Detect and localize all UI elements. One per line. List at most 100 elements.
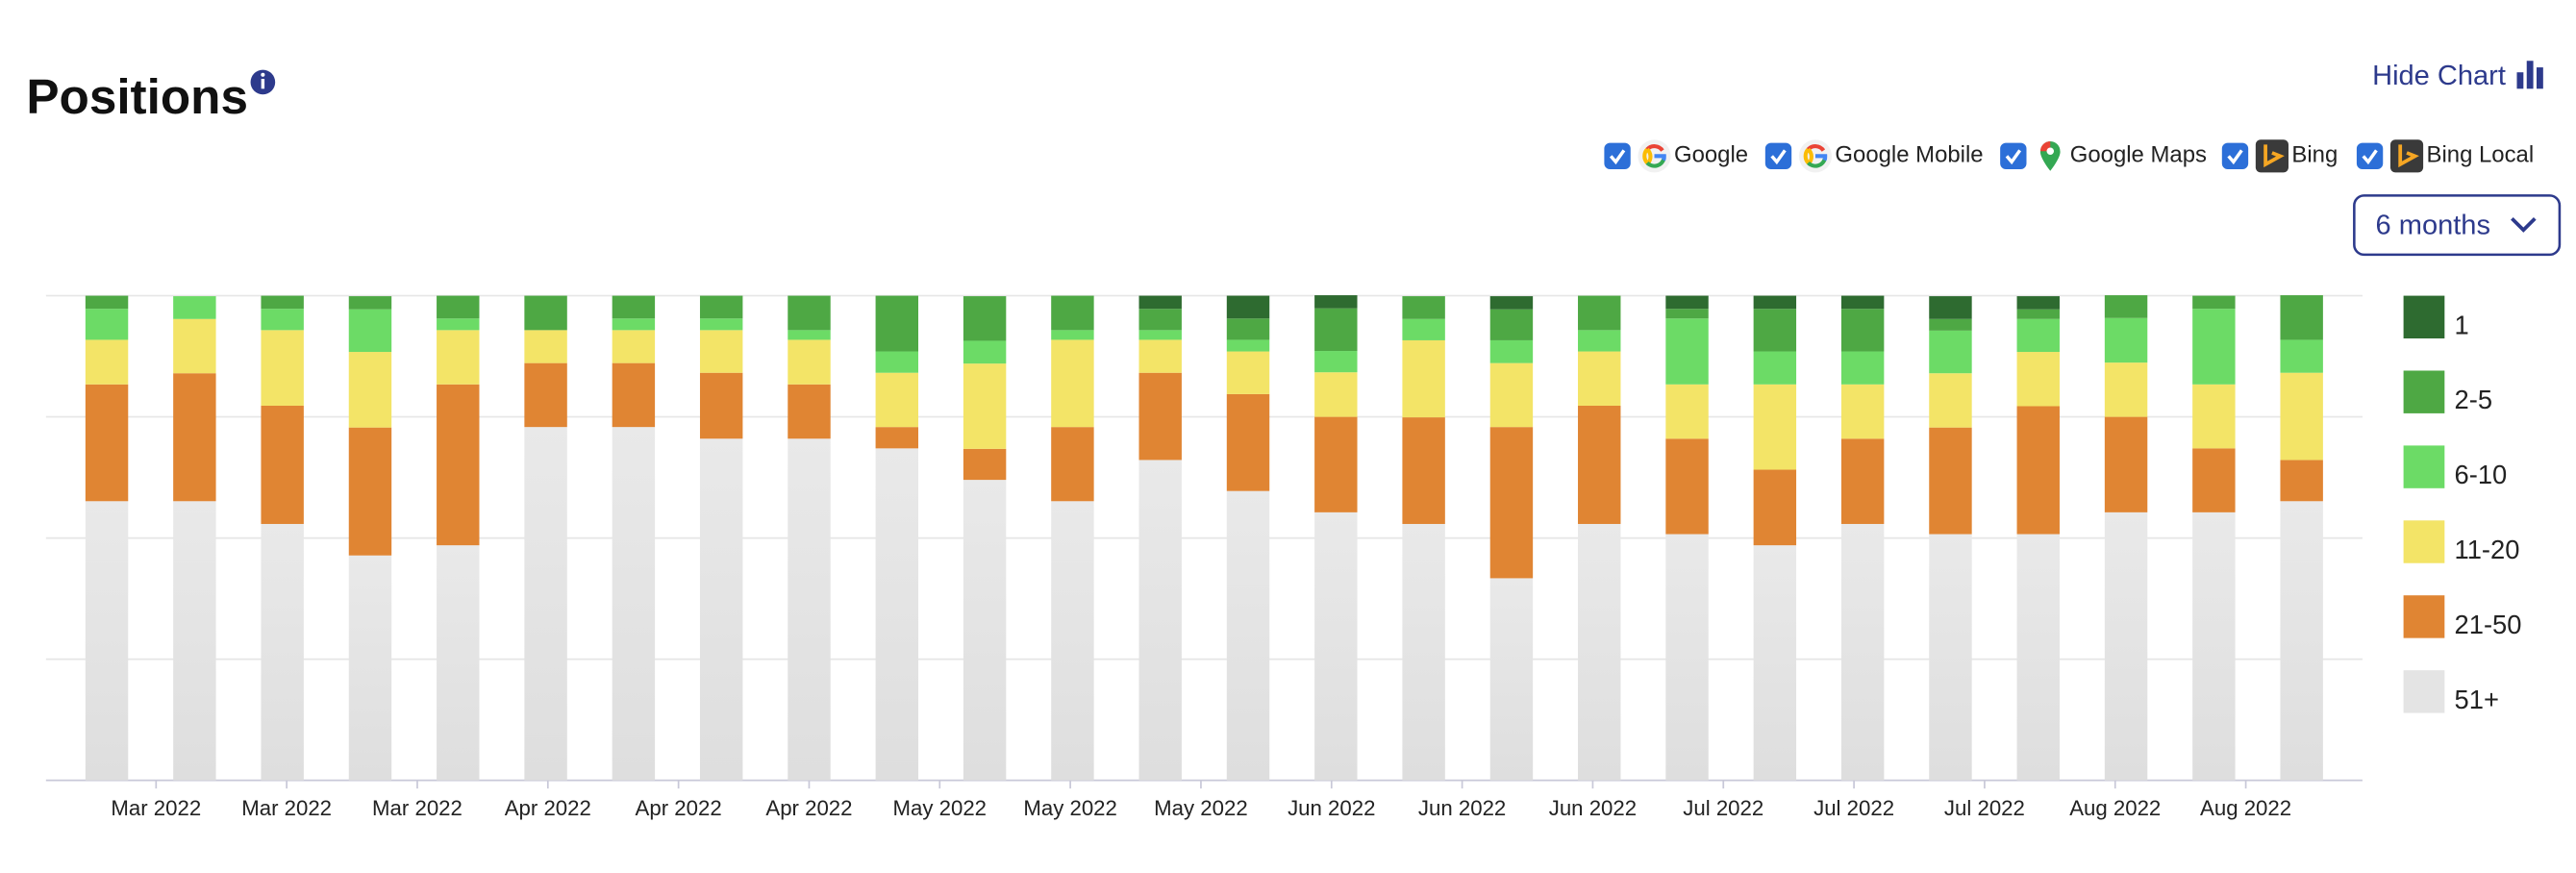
info-icon[interactable] [250,69,276,95]
checkbox[interactable] [2356,142,2384,170]
x-tick-label: May 2022 [1023,796,1117,820]
page-title: Positions [26,69,248,124]
bar-segment [1226,393,1270,491]
check-mark [2005,149,2022,165]
bar-segment [1665,534,1709,781]
bar-segment [1840,351,1885,385]
bar-segment [1753,469,1797,546]
engine-icon-part [1642,148,1649,164]
x-tick-label: Jul 2022 [1683,796,1763,820]
bar-segment [875,295,919,352]
chart: Mar 2022 Mar 2022 Mar 2022 Apr 2022 Apr 2022… [45,294,2521,820]
bar-segment [1753,351,1797,385]
x-tick-label: Jun 2022 [1288,796,1375,820]
bar-segment [1489,309,1534,340]
bar-segment [2104,362,2148,417]
bar-segment [348,309,392,353]
bar-segment [1051,339,1094,428]
bar-segment [1489,339,1534,363]
filter-item[interactable]: Google Mobile [1764,139,1984,173]
bar-segment [437,318,480,331]
bar-segment [963,480,1007,781]
bar-segment [85,339,129,385]
bar-segment [612,295,656,319]
x-tick-label: Mar 2022 [372,796,463,820]
bar-segment [875,351,919,373]
filter-item[interactable]: Google [1604,139,1748,173]
bar-segment [2192,384,2236,449]
filter-item[interactable]: Bing Local [2356,139,2534,173]
bar-segment [1314,295,1358,309]
filter-label: Google [1674,142,1748,168]
bar-segment [875,372,919,428]
bar-segment [612,318,656,331]
bar-segment [2104,416,2148,512]
bar-segment [85,384,129,502]
filter-item[interactable]: Bing [2221,139,2338,173]
bar-segment [788,295,831,331]
x-tick-label: Mar 2022 [111,796,201,820]
checkbox[interactable] [2000,142,2027,170]
bar-segment [1578,523,1621,781]
bar-segment [1665,295,1709,310]
bar-segment [2016,309,2060,319]
bar-segment [524,330,567,363]
x-tick-label: May 2022 [1154,796,1248,820]
bar-segment [348,555,392,781]
engine-icon-part [1654,154,1666,162]
checkbox[interactable] [2221,142,2249,170]
checkbox[interactable] [1604,142,1631,170]
filter-item[interactable]: Google Maps [2000,140,2207,171]
bar-segment [85,295,129,310]
bar-segment [963,448,1007,481]
bar-segment [1929,534,1972,781]
bar-segment [1489,362,1534,428]
bar-segment [788,384,831,439]
bar-segment [963,363,1007,449]
bar-segment [2192,309,2236,385]
bar-segment [788,438,831,781]
bar-segment [1226,295,1270,319]
bar-segment [699,318,743,331]
hide-chart-button[interactable]: Hide Chart [2372,61,2543,91]
bar-segment [963,296,1007,341]
checkbox[interactable] [1764,142,1792,170]
bar-segment [1489,427,1534,579]
bar-segment [1578,405,1621,524]
bar-segment [1051,501,1094,781]
hide-chart-label: Hide Chart [2372,61,2506,91]
bar-segment [1665,438,1709,535]
bar-segment [1138,309,1182,331]
check-mark [1770,149,1787,165]
bar-segment [699,330,743,373]
check-mark [2362,149,2378,165]
bar-segment [1314,416,1358,512]
bar-segment [875,448,919,781]
bar-segment [788,330,831,340]
bar-segment [2104,511,2148,781]
bar-segment [1226,318,1270,340]
bar-segment [2280,460,2323,502]
range-dropdown[interactable]: 6 months [2353,194,2562,257]
bar-segment [85,309,129,340]
engine-icon-part [2046,147,2055,155]
bar-segment [2280,372,2323,461]
x-tick-label: Mar 2022 [241,796,332,820]
bar-segment [1578,351,1621,406]
bar-segment [1226,339,1270,352]
bar-segment [1929,427,1972,535]
bar-segment [1753,295,1797,310]
bar-segment [2192,295,2236,310]
bar-segment [1840,438,1885,524]
bar-segment [261,405,304,524]
range-label: 6 months [2376,210,2490,240]
bar-segment [612,427,656,781]
bar-segment [2016,352,2060,407]
legend-swatch [2403,595,2445,638]
bar-segment [2016,318,2060,353]
bar-segment [1578,295,1621,331]
bar-segment [2104,317,2148,363]
bar-segment [1929,318,1972,331]
bar-segment [1226,351,1270,394]
bar-segment [524,295,567,331]
